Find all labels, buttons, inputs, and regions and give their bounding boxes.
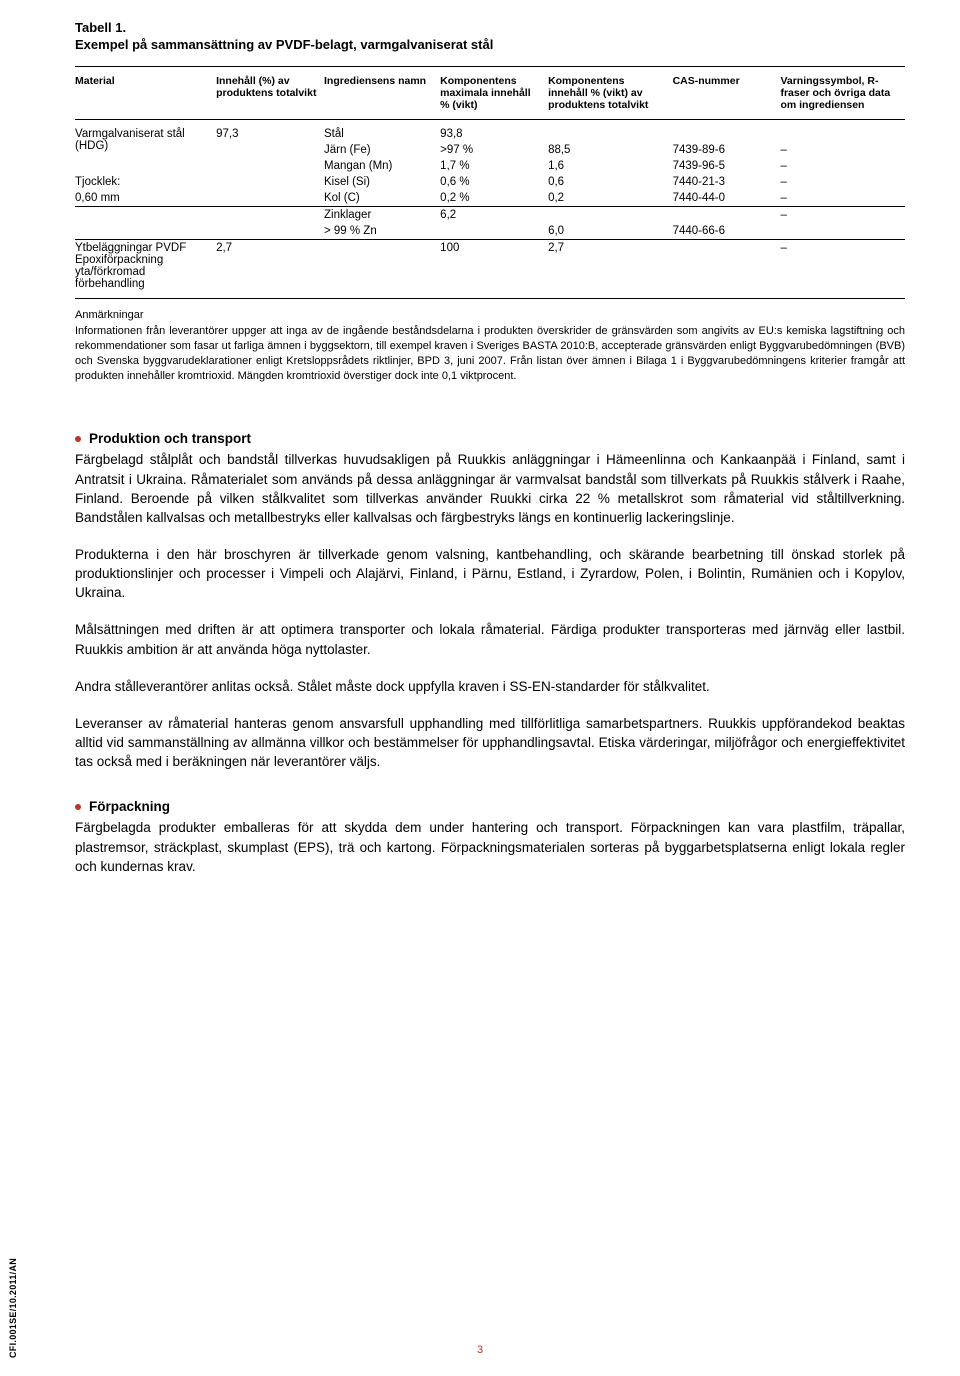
cell-ing: Mangan (Mn) bbox=[324, 158, 440, 174]
cell-inn bbox=[548, 207, 673, 224]
paragraph: Produkterna i den här broschyren är till… bbox=[75, 545, 905, 602]
cell-material: Varmgalvaniserat stål (HDG) bbox=[75, 120, 216, 159]
cell-material: 0,60 mm bbox=[75, 190, 216, 207]
paragraph: Andra stålleverantörer anlitas också. St… bbox=[75, 677, 905, 696]
cell-ing: Zinklager bbox=[324, 207, 440, 224]
cell-innehall: 2,7 bbox=[216, 240, 324, 299]
cell-max: 6,2 bbox=[440, 207, 548, 224]
th-cas: CAS-nummer bbox=[673, 67, 781, 120]
th-material: Material bbox=[75, 67, 216, 120]
section-heading: Förpackning bbox=[75, 799, 905, 814]
cell-varn: – bbox=[780, 190, 905, 207]
cell-varn: – bbox=[780, 158, 905, 174]
cell-cas bbox=[673, 207, 781, 224]
cell-material: Tjocklek: bbox=[75, 174, 216, 190]
cell-inn: 88,5 bbox=[548, 142, 673, 158]
cell-inn: 1,6 bbox=[548, 158, 673, 174]
cell-innehall: 97,3 bbox=[216, 120, 324, 207]
cell-max: 93,8 bbox=[440, 120, 548, 143]
paragraph: Leveranser av råmaterial hanteras genom … bbox=[75, 714, 905, 771]
document-code: CFI.001SE/10.2011/AN bbox=[8, 1258, 18, 1358]
th-kompmax: Komponentens maximala innehåll % (vikt) bbox=[440, 67, 548, 120]
cell-varn: – bbox=[780, 240, 905, 299]
cell-ing: Järn (Fe) bbox=[324, 142, 440, 158]
cell-material bbox=[75, 158, 216, 174]
cell-cas: 7440-44-0 bbox=[673, 190, 781, 207]
cell-cas: 7439-96-5 bbox=[673, 158, 781, 174]
cell-varn: – bbox=[780, 142, 905, 158]
th-kompinn: Komponentens innehåll % (vikt) av produk… bbox=[548, 67, 673, 120]
section-heading: Produktion och transport bbox=[75, 431, 905, 446]
cell-inn: 0,6 bbox=[548, 174, 673, 190]
cell-max: >97 % bbox=[440, 142, 548, 158]
cell-cas: 7440-21-3 bbox=[673, 174, 781, 190]
th-ingrediens: Ingrediensens namn bbox=[324, 67, 440, 120]
cell-cas: 7440-66-6 bbox=[673, 223, 781, 240]
cell-varn: – bbox=[780, 207, 905, 224]
cell-max bbox=[440, 223, 548, 240]
notes-title: Anmärkningar bbox=[75, 309, 905, 321]
composition-table: Material Innehåll (%) av produktens tota… bbox=[75, 66, 905, 299]
cell-varn bbox=[780, 223, 905, 240]
cell-inn: 0,2 bbox=[548, 190, 673, 207]
section-production: Produktion och transport Färgbelagd stål… bbox=[75, 431, 905, 771]
paragraph: Målsättningen med driften är att optimer… bbox=[75, 620, 905, 658]
cell-ing: Kisel (Si) bbox=[324, 174, 440, 190]
table-title: Tabell 1. bbox=[75, 20, 905, 35]
cell-max: 0,2 % bbox=[440, 190, 548, 207]
cell-inn: 2,7 bbox=[548, 240, 673, 299]
cell-varn bbox=[780, 120, 905, 143]
th-varning: Varningssymbol, R-fraser och övriga data… bbox=[780, 67, 905, 120]
paragraph: Färgbelagda produkter emballeras för att… bbox=[75, 818, 905, 875]
cell-max: 1,7 % bbox=[440, 158, 548, 174]
section-packaging: Förpackning Färgbelagda produkter emball… bbox=[75, 799, 905, 875]
cell-inn bbox=[548, 120, 673, 143]
page-number: 3 bbox=[0, 1344, 960, 1356]
table-subtitle: Exempel på sammansättning av PVDF-belagt… bbox=[75, 37, 905, 52]
th-innehall: Innehåll (%) av produktens totalvikt bbox=[216, 67, 324, 120]
cell-inn: 6,0 bbox=[548, 223, 673, 240]
cell-cas bbox=[673, 120, 781, 143]
cell-max: 0,6 % bbox=[440, 174, 548, 190]
cell-material: Ytbeläggningar PVDF Epoxiförpackning yta… bbox=[75, 240, 216, 299]
cell-ing: > 99 % Zn bbox=[324, 223, 440, 240]
cell-max: 100 bbox=[440, 240, 548, 299]
cell-ing: Stål bbox=[324, 120, 440, 143]
cell-varn: – bbox=[780, 174, 905, 190]
paragraph: Färgbelagd stålplåt och bandstål tillver… bbox=[75, 450, 905, 527]
notes-body: Informationen från leverantörer uppger a… bbox=[75, 324, 905, 383]
cell-ing: Kol (C) bbox=[324, 190, 440, 207]
cell-cas: 7439-89-6 bbox=[673, 142, 781, 158]
